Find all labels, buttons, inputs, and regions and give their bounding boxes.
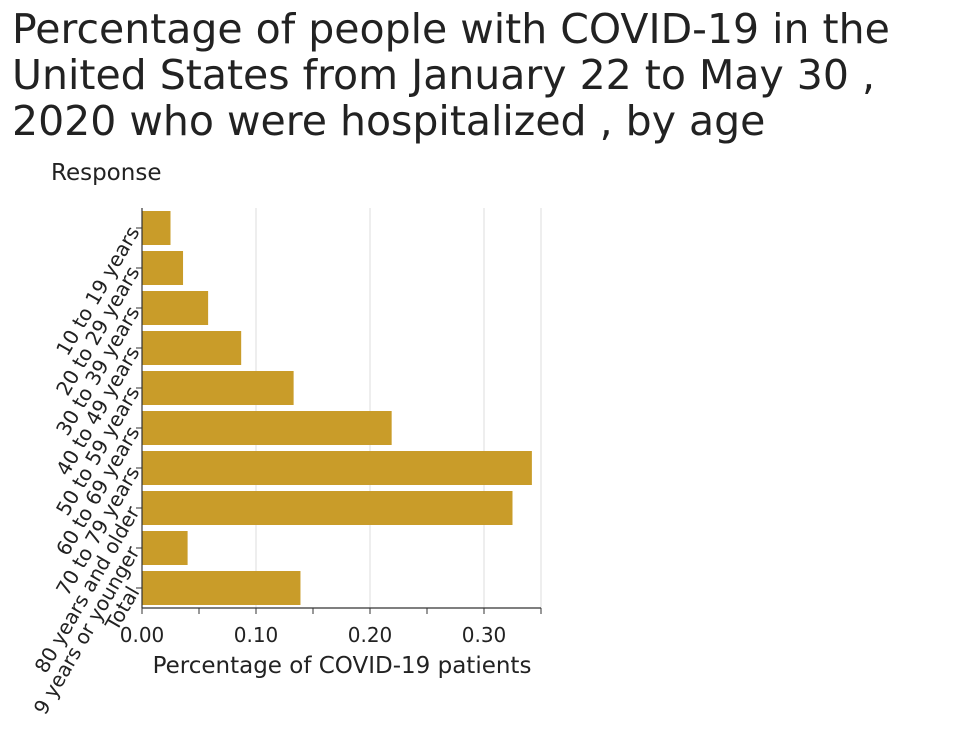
bar-4 [142, 371, 294, 405]
bar-7 [142, 491, 513, 525]
bar-0 [142, 211, 171, 245]
bar-5 [142, 411, 392, 445]
x-tick-label-1: 0.10 [234, 623, 279, 647]
bar-2 [142, 291, 209, 325]
axes [136, 208, 542, 614]
x-tick-label-2: 0.20 [348, 623, 393, 647]
bar-1 [142, 251, 184, 285]
x-tick-label-3: 0.30 [462, 623, 507, 647]
x-tick-label-0: 0.00 [120, 623, 165, 647]
chart-title: Percentage of people with COVID-19 in th… [12, 5, 890, 145]
bar-8 [142, 531, 188, 565]
bar-6 [142, 451, 532, 485]
x-axis-title: Percentage of COVID-19 patients [153, 653, 532, 679]
y-axis-title: Response [51, 160, 161, 186]
x-tick-labels: 0.00 0.10 0.20 0.30 [120, 623, 507, 647]
bar-9 [142, 571, 301, 605]
bars [142, 211, 532, 605]
gridlines [141, 208, 542, 608]
bar-3 [142, 331, 242, 365]
